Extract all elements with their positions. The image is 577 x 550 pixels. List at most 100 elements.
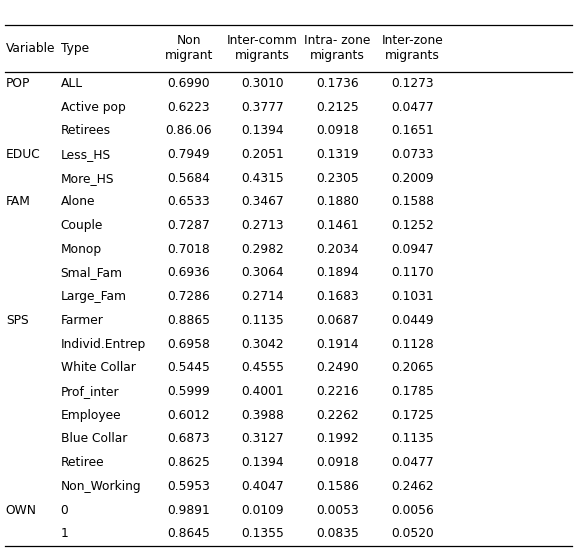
- Text: 0: 0: [61, 504, 68, 516]
- Text: 0.2305: 0.2305: [316, 172, 359, 185]
- Text: Monop: Monop: [61, 243, 102, 256]
- Text: ALL: ALL: [61, 77, 83, 90]
- Text: 0.8625: 0.8625: [167, 456, 211, 469]
- Text: 0.2713: 0.2713: [241, 219, 284, 232]
- Text: 0.6533: 0.6533: [167, 195, 211, 208]
- Text: 0.1880: 0.1880: [316, 195, 359, 208]
- Text: Non
migrant: Non migrant: [165, 34, 213, 62]
- Text: 0.2125: 0.2125: [316, 101, 359, 113]
- Text: 0.1128: 0.1128: [391, 338, 434, 350]
- Text: 0.6990: 0.6990: [168, 77, 210, 90]
- Text: 0.1394: 0.1394: [241, 456, 284, 469]
- Text: 0.4315: 0.4315: [241, 172, 284, 185]
- Text: 0.2982: 0.2982: [241, 243, 284, 256]
- Text: 0.0947: 0.0947: [391, 243, 434, 256]
- Text: Farmer: Farmer: [61, 314, 103, 327]
- Text: 0.1252: 0.1252: [391, 219, 434, 232]
- Text: Large_Fam: Large_Fam: [61, 290, 126, 303]
- Text: Less_HS: Less_HS: [61, 148, 111, 161]
- Text: 0.1170: 0.1170: [391, 267, 434, 279]
- Text: 0.86.06: 0.86.06: [166, 124, 212, 138]
- Text: 0.5445: 0.5445: [167, 361, 211, 375]
- Text: 0.3064: 0.3064: [241, 267, 284, 279]
- Text: 0.3988: 0.3988: [241, 409, 284, 422]
- Text: 0.2462: 0.2462: [391, 480, 434, 493]
- Text: Employee: Employee: [61, 409, 121, 422]
- Text: 0.1273: 0.1273: [391, 77, 434, 90]
- Text: 0.2034: 0.2034: [316, 243, 359, 256]
- Text: 0.2714: 0.2714: [241, 290, 284, 303]
- Text: 0.0477: 0.0477: [391, 456, 434, 469]
- Text: 0.3042: 0.3042: [241, 338, 284, 350]
- Text: 0.1135: 0.1135: [391, 432, 434, 446]
- Text: 0.7286: 0.7286: [167, 290, 211, 303]
- Text: 0.9891: 0.9891: [167, 504, 211, 516]
- Text: 0.0918: 0.0918: [316, 456, 359, 469]
- Text: 0.1355: 0.1355: [241, 527, 284, 540]
- Text: POP: POP: [6, 77, 30, 90]
- Text: 0.2262: 0.2262: [316, 409, 359, 422]
- Text: 0.6958: 0.6958: [167, 338, 211, 350]
- Text: 0.1725: 0.1725: [391, 409, 434, 422]
- Text: FAM: FAM: [6, 195, 31, 208]
- Text: 0.5684: 0.5684: [167, 172, 211, 185]
- Text: 1: 1: [61, 527, 68, 540]
- Text: 0.8645: 0.8645: [167, 527, 211, 540]
- Text: Type: Type: [61, 42, 89, 54]
- Text: Individ.Entrep: Individ.Entrep: [61, 338, 146, 350]
- Text: 0.1031: 0.1031: [391, 290, 434, 303]
- Text: 0.2065: 0.2065: [391, 361, 434, 375]
- Text: 0.6873: 0.6873: [167, 432, 211, 446]
- Text: 0.1586: 0.1586: [316, 480, 359, 493]
- Text: 0.1992: 0.1992: [316, 432, 359, 446]
- Text: More_HS: More_HS: [61, 172, 114, 185]
- Text: 0.4047: 0.4047: [241, 480, 284, 493]
- Text: 0.0449: 0.0449: [391, 314, 434, 327]
- Text: Inter-zone
migrants: Inter-zone migrants: [381, 34, 444, 62]
- Text: 0.0053: 0.0053: [316, 504, 359, 516]
- Text: 0.2490: 0.2490: [316, 361, 359, 375]
- Text: 0.1736: 0.1736: [316, 77, 359, 90]
- Text: 0.3127: 0.3127: [241, 432, 284, 446]
- Text: 0.0520: 0.0520: [391, 527, 434, 540]
- Text: 0.0687: 0.0687: [316, 314, 359, 327]
- Text: 0.3777: 0.3777: [241, 101, 284, 113]
- Text: 0.5999: 0.5999: [167, 385, 211, 398]
- Text: 0.1785: 0.1785: [391, 385, 434, 398]
- Text: 0.6936: 0.6936: [168, 267, 210, 279]
- Text: White Collar: White Collar: [61, 361, 136, 375]
- Text: 0.1461: 0.1461: [316, 219, 359, 232]
- Text: 0.5953: 0.5953: [167, 480, 211, 493]
- Text: 0.1651: 0.1651: [391, 124, 434, 138]
- Text: SPS: SPS: [6, 314, 28, 327]
- Text: 0.0733: 0.0733: [391, 148, 434, 161]
- Text: 0.2216: 0.2216: [316, 385, 359, 398]
- Text: 0.0109: 0.0109: [241, 504, 284, 516]
- Text: 0.4555: 0.4555: [241, 361, 284, 375]
- Text: 0.0918: 0.0918: [316, 124, 359, 138]
- Text: EDUC: EDUC: [6, 148, 40, 161]
- Text: 0.8865: 0.8865: [167, 314, 211, 327]
- Text: 0.7018: 0.7018: [167, 243, 211, 256]
- Text: 0.3010: 0.3010: [241, 77, 284, 90]
- Text: 0.0056: 0.0056: [391, 504, 434, 516]
- Text: Variable: Variable: [6, 42, 55, 54]
- Text: Smal_Fam: Smal_Fam: [61, 267, 122, 279]
- Text: 0.1894: 0.1894: [316, 267, 359, 279]
- Text: OWN: OWN: [6, 504, 37, 516]
- Text: 0.7287: 0.7287: [167, 219, 211, 232]
- Text: Inter-comm
migrants: Inter-comm migrants: [227, 34, 298, 62]
- Text: 0.1135: 0.1135: [241, 314, 284, 327]
- Text: Active pop: Active pop: [61, 101, 125, 113]
- Text: 0.0477: 0.0477: [391, 101, 434, 113]
- Text: Prof_inter: Prof_inter: [61, 385, 119, 398]
- Text: 0.1394: 0.1394: [241, 124, 284, 138]
- Text: 0.0835: 0.0835: [316, 527, 359, 540]
- Text: 0.1914: 0.1914: [316, 338, 359, 350]
- Text: Alone: Alone: [61, 195, 95, 208]
- Text: 0.1683: 0.1683: [316, 290, 359, 303]
- Text: 0.2051: 0.2051: [241, 148, 284, 161]
- Text: 0.6223: 0.6223: [168, 101, 210, 113]
- Text: Retiree: Retiree: [61, 456, 104, 469]
- Text: Non_Working: Non_Working: [61, 480, 141, 493]
